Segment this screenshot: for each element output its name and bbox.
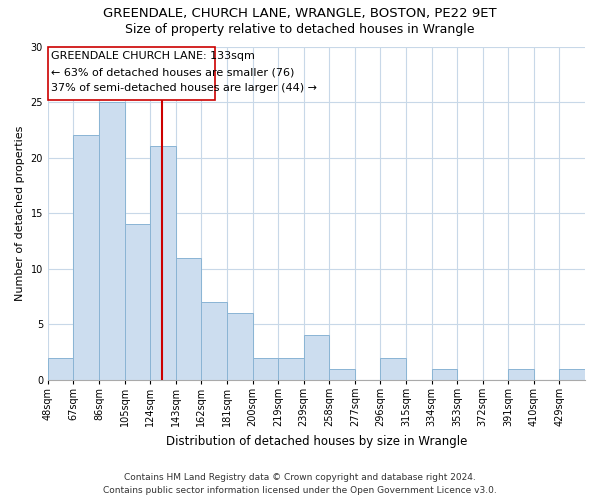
Bar	[508, 368, 534, 380]
Text: Size of property relative to detached houses in Wrangle: Size of property relative to detached ho…	[125, 22, 475, 36]
Bar	[304, 336, 329, 380]
Bar	[150, 146, 176, 380]
FancyBboxPatch shape	[48, 46, 215, 100]
Text: ← 63% of detached houses are smaller (76): ← 63% of detached houses are smaller (76…	[50, 67, 294, 77]
Bar	[48, 358, 73, 380]
Text: Contains HM Land Registry data © Crown copyright and database right 2024.
Contai: Contains HM Land Registry data © Crown c…	[103, 474, 497, 495]
Y-axis label: Number of detached properties: Number of detached properties	[15, 126, 25, 301]
Bar	[227, 313, 253, 380]
Bar	[73, 136, 99, 380]
Bar	[431, 368, 457, 380]
Bar	[278, 358, 304, 380]
Text: 37% of semi-detached houses are larger (44) →: 37% of semi-detached houses are larger (…	[50, 82, 317, 92]
Text: GREENDALE, CHURCH LANE, WRANGLE, BOSTON, PE22 9ET: GREENDALE, CHURCH LANE, WRANGLE, BOSTON,…	[103, 8, 497, 20]
Bar	[559, 368, 585, 380]
Bar	[380, 358, 406, 380]
Bar	[99, 102, 125, 380]
Bar	[202, 302, 227, 380]
Bar	[125, 224, 150, 380]
Bar	[253, 358, 278, 380]
Bar	[176, 258, 202, 380]
Text: GREENDALE CHURCH LANE: 133sqm: GREENDALE CHURCH LANE: 133sqm	[50, 52, 254, 62]
X-axis label: Distribution of detached houses by size in Wrangle: Distribution of detached houses by size …	[166, 434, 467, 448]
Bar	[329, 368, 355, 380]
